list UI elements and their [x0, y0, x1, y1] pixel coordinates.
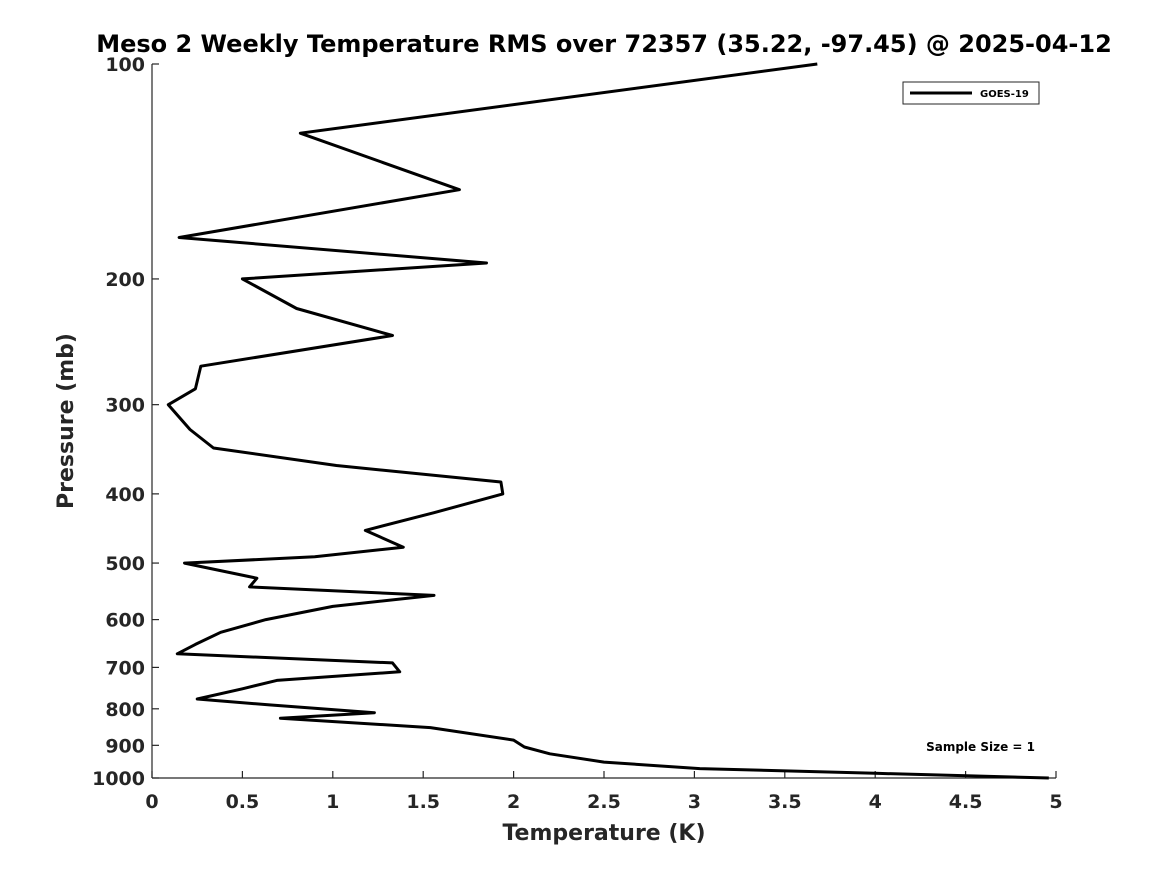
y-tick-label: 600	[105, 610, 145, 632]
x-axis-label: Temperature (K)	[502, 821, 705, 846]
x-tick-label: 1	[326, 791, 339, 813]
x-tick-label: 5	[1049, 791, 1062, 813]
chart-title: Meso 2 Weekly Temperature RMS over 72357…	[96, 30, 1112, 58]
y-tick-label: 700	[105, 657, 145, 679]
x-tick-label: 4.5	[949, 791, 983, 813]
y-axis-ticks: 100 200 300 400 500 600 700 800 900 1000	[92, 54, 159, 790]
y-tick-label: 100	[105, 54, 145, 76]
y-axis-label: Pressure (mb)	[54, 333, 79, 509]
x-axis-ticks: 0 0.5 1 1.5 2 2.5 3 3.5 4 4.5 5	[145, 771, 1063, 813]
x-tick-label: 4	[869, 791, 882, 813]
series-line-goes-19	[166, 62, 1049, 780]
x-tick-label: 2	[507, 791, 520, 813]
y-tick-label: 500	[105, 553, 145, 575]
x-tick-label: 0	[145, 791, 158, 813]
series-layer	[166, 62, 1049, 780]
y-tick-label: 900	[105, 735, 145, 757]
x-tick-label: 2.5	[587, 791, 621, 813]
y-tick-label: 200	[105, 269, 145, 291]
x-tick-label: 3	[688, 791, 701, 813]
x-tick-label: 0.5	[226, 791, 260, 813]
y-tick-label: 800	[105, 699, 145, 721]
y-tick-label: 400	[105, 484, 145, 506]
legend-label-goes-19: GOES-19	[980, 89, 1029, 100]
y-tick-label: 1000	[92, 768, 145, 790]
sample-size-annotation: Sample Size = 1	[926, 740, 1035, 754]
plot-area: 0 0.5 1 1.5 2 2.5 3 3.5 4 4.5 5 100 200 300 400 500 600…	[92, 54, 1063, 813]
y-tick-label: 300	[105, 395, 145, 417]
axes-frame	[152, 64, 1056, 778]
x-tick-label: 3.5	[768, 791, 802, 813]
x-tick-label: 1.5	[406, 791, 440, 813]
legend: GOES-19	[902, 81, 1040, 105]
